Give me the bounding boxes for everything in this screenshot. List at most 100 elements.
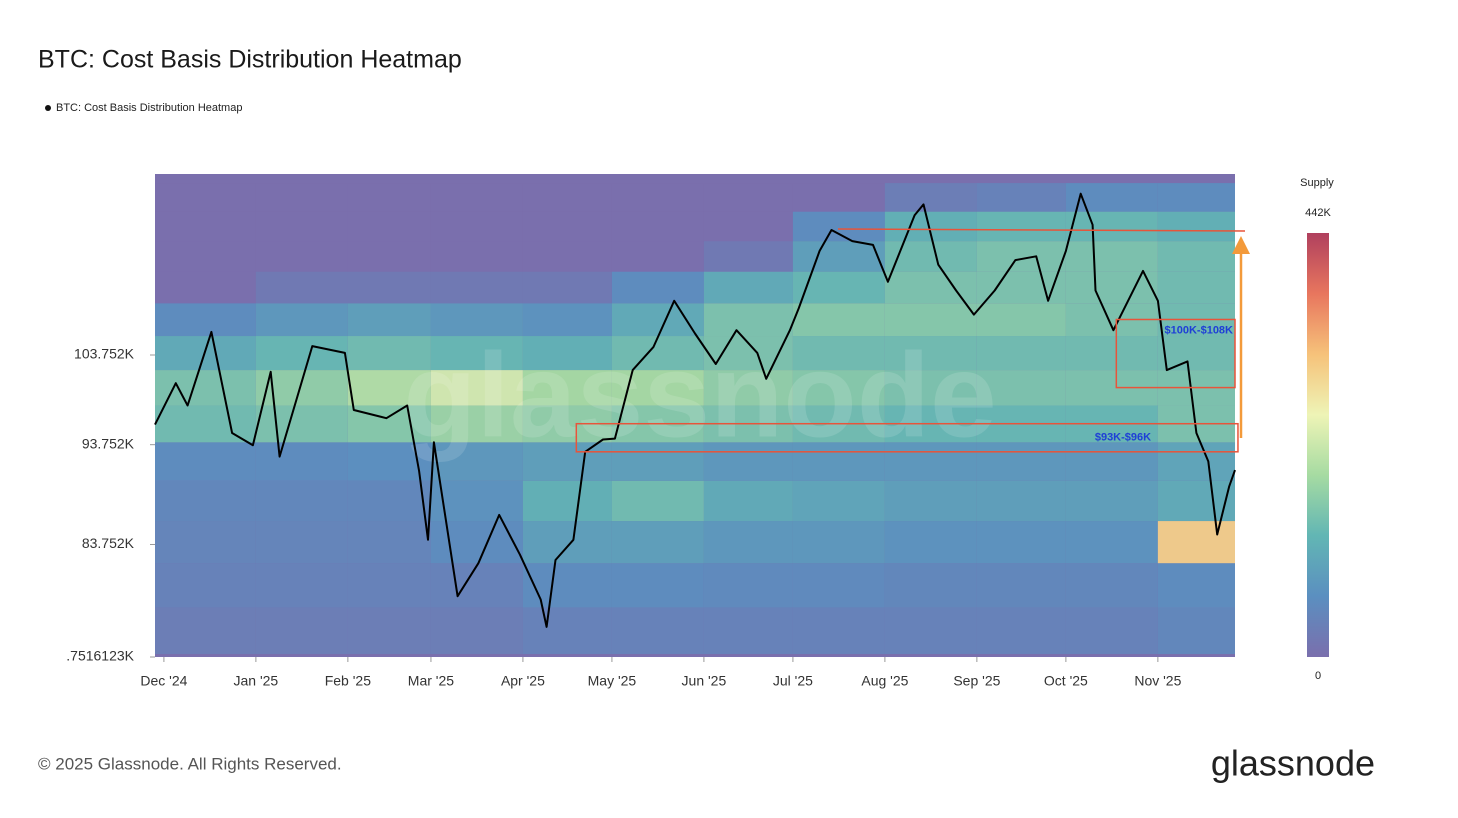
x-tick-label: Mar '25 [408, 673, 454, 689]
heat-cell [611, 563, 704, 608]
heat-cell [703, 563, 793, 608]
heat-cell [611, 241, 704, 272]
x-tick-label: Nov '25 [1134, 673, 1181, 689]
heat-cell [347, 211, 431, 242]
heat-cell [884, 370, 977, 406]
heat-cell [347, 241, 431, 272]
heat-cell [703, 271, 793, 304]
heat-cell [155, 442, 256, 481]
heat-cell [792, 607, 885, 655]
heat-cell [430, 370, 523, 406]
heat-cell [155, 480, 256, 522]
heat-cell [522, 370, 612, 406]
heat-cell [976, 336, 1066, 371]
heat-cell [976, 183, 1066, 212]
heat-cell [255, 442, 348, 481]
heat-cell [347, 271, 431, 304]
chart-title: BTC: Cost Basis Distribution Heatmap [38, 46, 462, 74]
heat-cell [884, 442, 977, 481]
heat-cell [430, 183, 523, 212]
heat-cell [430, 303, 523, 337]
heat-cell [792, 183, 885, 212]
heat-cell [792, 370, 885, 406]
heat-cell [703, 241, 793, 272]
heat-cell [347, 607, 431, 655]
heat-cell [976, 563, 1066, 608]
x-tick-label: Dec '24 [140, 673, 187, 689]
heat-cell [155, 405, 256, 443]
heat-cell [155, 271, 256, 304]
heat-cell [611, 607, 704, 655]
x-tick-label: Aug '25 [861, 673, 908, 689]
heat-cell [884, 336, 977, 371]
heat-cell [703, 480, 793, 522]
heat-cell [522, 183, 612, 212]
x-tick-label: Jul '25 [773, 673, 813, 689]
zone-label: $93K-$96K [1095, 432, 1151, 444]
heat-cell [884, 607, 977, 655]
heat-cell [703, 211, 793, 242]
heat-cell [522, 521, 612, 564]
heat-cell [522, 442, 612, 481]
heat-cell [522, 480, 612, 522]
heat-cell [884, 563, 977, 608]
heat-cell [703, 370, 793, 406]
heat-cell [976, 607, 1066, 655]
colorbar-tick-label: 0 [1315, 670, 1321, 682]
heat-cell [347, 480, 431, 522]
heat-cell [347, 521, 431, 564]
heat-cell [255, 211, 348, 242]
heat-cell [255, 336, 348, 371]
heat-cell [611, 211, 704, 242]
heat-cell [884, 241, 977, 272]
legend-dot [45, 105, 51, 111]
heat-cell [430, 241, 523, 272]
heat-cell [430, 336, 523, 371]
heat-cell [347, 303, 431, 337]
heat-cell [976, 480, 1066, 522]
heat-cell [792, 480, 885, 522]
heat-cell [1157, 211, 1235, 242]
heat-cell [255, 607, 348, 655]
heat-cell [1157, 521, 1235, 564]
x-tick-label: Feb '25 [325, 673, 371, 689]
heat-cell [430, 521, 523, 564]
watermark: glassnode [403, 329, 997, 463]
y-tick-label: 93.752K [82, 435, 135, 451]
arrow-head [1232, 236, 1250, 254]
overlay: $100K-$108K $93K-$96K [154, 192, 1239, 628]
heat-cell [1065, 607, 1158, 655]
heat-cell [1065, 211, 1158, 242]
x-tick-label: Sep '25 [953, 673, 1000, 689]
x-tick-label: Apr '25 [501, 673, 545, 689]
heat-cell [347, 183, 431, 212]
heat-cell [522, 563, 612, 608]
heat-cell [155, 303, 256, 337]
heat-cell [703, 183, 793, 212]
heat-cell [611, 303, 704, 337]
heat-cell [1157, 183, 1235, 212]
heat-cell [1065, 241, 1158, 272]
logo: glassnode [1211, 743, 1375, 784]
heat-cell [255, 183, 348, 212]
heat-cell [430, 211, 523, 242]
resistance-line [837, 228, 1246, 232]
heat-cell [703, 521, 793, 564]
zone-box [575, 422, 1239, 453]
colorbar-title: Supply [1300, 177, 1334, 189]
heat-cell [430, 271, 523, 304]
x-tick-label: Jan '25 [234, 673, 279, 689]
heat-cell [792, 211, 885, 242]
y-tick-label: 83.752K [82, 535, 135, 551]
y-tick-label: .7516123K [66, 648, 134, 664]
heat-cell [1065, 442, 1158, 481]
heat-cell [347, 336, 431, 371]
heat-cell [522, 271, 612, 304]
heat-cell [792, 336, 885, 371]
colorbar [1307, 233, 1329, 657]
heat-cell [976, 241, 1066, 272]
heat-cell [1157, 607, 1235, 655]
heat-cell [522, 241, 612, 272]
heat-cell [155, 211, 256, 242]
